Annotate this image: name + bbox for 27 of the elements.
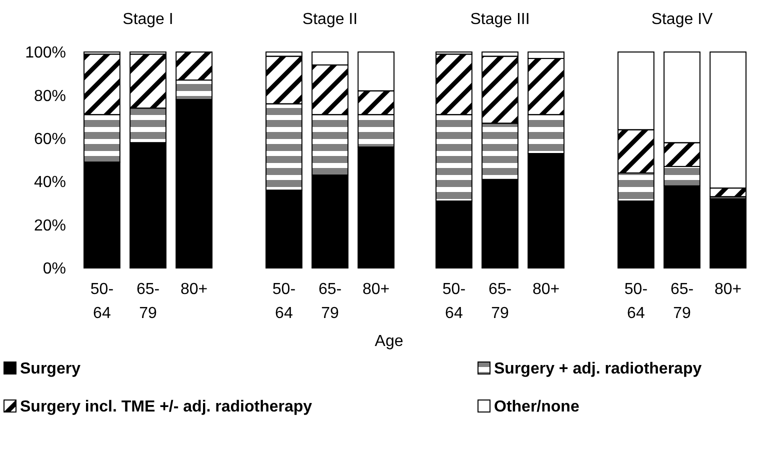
y-tick-label: 40% [34,174,66,192]
legend-label: Other/none [494,398,580,416]
x-tick-label: 65-79 [318,281,342,322]
y-tick-label: 0% [42,260,66,278]
x-tick-label: 50-64 [90,281,114,322]
x-tick-label: 80+ [180,281,208,298]
legend-label: Surgery incl. TME +/- adj. radiotherapy [20,398,312,416]
y-tick-label: 60% [34,131,66,148]
chart-title: Stage I [122,11,174,28]
x-tick-label: 80+ [714,281,742,298]
x-tick-label: 65-79 [488,281,512,322]
x-tick-label: 50-64 [624,281,648,322]
text: Age [374,333,404,350]
legend-label: Surgery + adj. radiotherapy [494,360,702,378]
y-tick-label: 80% [34,88,66,105]
x-tick-label: 65-79 [670,281,694,322]
chart-title: Stage II [302,11,358,28]
x-tick-label: 80+ [532,281,560,298]
x-tick-label: 65-79 [136,281,160,322]
chart-title: Stage III [470,11,530,28]
chart-title: Stage IV [651,11,714,28]
y-tick-label: 100% [25,44,66,62]
legend-label: Surgery [20,360,81,378]
x-tick-label: 80+ [362,281,390,298]
x-tick-label: 50-64 [272,281,296,322]
x-tick-label: 50-64 [442,281,466,322]
y-tick-label: 20% [34,217,66,234]
